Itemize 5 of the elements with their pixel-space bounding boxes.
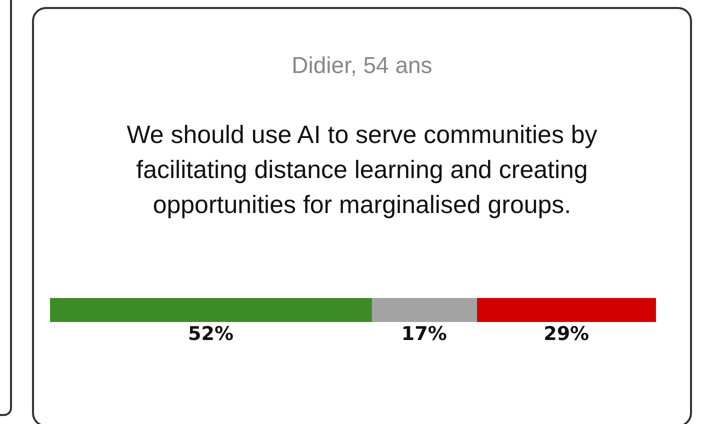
data-label: 29%: [544, 322, 590, 345]
data-label: 52%: [188, 322, 234, 345]
data-label: 17%: [401, 322, 447, 345]
chart-title: Didier, 54 ans: [290, 52, 434, 79]
chart-subtitle: We should use AI to serve communities by facilitating distance learning and creating opportunities for marginalised groups.: [126, 120, 598, 221]
